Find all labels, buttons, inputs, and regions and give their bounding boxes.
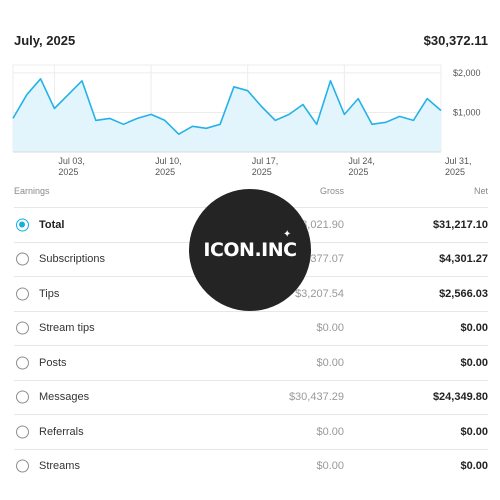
row-net: $24,349.80 xyxy=(432,391,488,404)
row-label: Tips xyxy=(39,287,60,300)
radio-button[interactable] xyxy=(16,218,29,232)
row-label: Subscriptions xyxy=(39,253,106,266)
radio-button[interactable] xyxy=(16,425,29,439)
column-earnings: Earnings xyxy=(14,186,50,196)
row-label: Referrals xyxy=(39,425,84,438)
radio-button[interactable] xyxy=(16,252,29,266)
radio-button[interactable] xyxy=(16,459,29,473)
row-label: Stream tips xyxy=(39,322,95,335)
x-tick-label-year: 2025 xyxy=(445,167,465,177)
earnings-row-streams[interactable]: Streams $0.00 $0.00 xyxy=(14,448,488,484)
series-line xyxy=(12,78,442,135)
column-gross: Gross xyxy=(319,186,344,196)
row-label: Messages xyxy=(39,391,90,404)
earnings-row-posts[interactable]: Posts $0.00 $0.00 xyxy=(14,345,488,380)
row-gross: $0.00 xyxy=(316,356,344,369)
x-tick-label: Jul 17, xyxy=(252,156,279,166)
row-gross: $0.00 xyxy=(316,460,344,473)
period-total: $30,372.11 xyxy=(423,32,488,48)
row-net: $0.00 xyxy=(460,425,488,438)
row-label: Total xyxy=(39,218,65,231)
row-net: $0.00 xyxy=(460,322,488,335)
row-gross: $0.00 xyxy=(316,425,344,438)
x-tick-label-year: 2025 xyxy=(348,167,368,177)
period-label: July, 2025 xyxy=(14,32,76,48)
x-tick-label: Jul 24, xyxy=(348,156,375,166)
row-net: $0.00 xyxy=(460,356,488,369)
row-gross: $3,207.54 xyxy=(295,287,344,300)
row-net: $4,301.27 xyxy=(439,253,488,266)
earnings-row-messages[interactable]: Messages $30,437.29 $24,349.80 xyxy=(14,379,488,415)
x-tick-label-year: 2025 xyxy=(58,167,78,177)
table-header: Earnings Gross Net xyxy=(14,186,488,200)
watermark-text: ICON.INC xyxy=(203,239,297,261)
series-area xyxy=(13,78,441,152)
radio-button[interactable] xyxy=(16,356,29,370)
row-label: Streams xyxy=(39,460,80,473)
watermark-logo: ICON.INC ✦ xyxy=(189,189,311,311)
x-tick-label-year: 2025 xyxy=(155,167,175,177)
y-tick-label: $2,000 xyxy=(453,68,481,78)
row-net: $2,566.03 xyxy=(439,287,488,300)
row-gross: $0.00 xyxy=(316,322,344,335)
radio-button[interactable] xyxy=(16,287,29,301)
radio-button[interactable] xyxy=(16,321,29,335)
row-gross: $30,437.29 xyxy=(288,391,344,404)
column-net: Net xyxy=(473,186,488,196)
spark-icon: ✦ xyxy=(283,229,291,240)
row-label: Posts xyxy=(39,356,67,369)
row-net: $0.00 xyxy=(460,460,488,473)
x-tick-label: Jul 31, xyxy=(445,156,472,166)
row-net: $31,217.10 xyxy=(432,218,488,231)
earnings-chart: $2,000 $1,000 Jul 03, 2025 Jul 10, 2025 Jul 17… xyxy=(0,60,500,185)
x-tick-label: Jul 10, xyxy=(155,156,182,166)
earnings-row-referrals[interactable]: Referrals $0.00 $0.00 xyxy=(14,414,488,449)
earnings-row-stream-tips[interactable]: Stream tips $0.00 $0.00 xyxy=(14,310,488,346)
summary-header: July, 2025 $30,372.11 xyxy=(14,30,488,50)
x-tick-label-year: 2025 xyxy=(252,167,272,177)
y-tick-label: $1,000 xyxy=(453,107,481,117)
radio-button[interactable] xyxy=(16,390,29,404)
x-tick-label: Jul 03, xyxy=(58,156,85,166)
